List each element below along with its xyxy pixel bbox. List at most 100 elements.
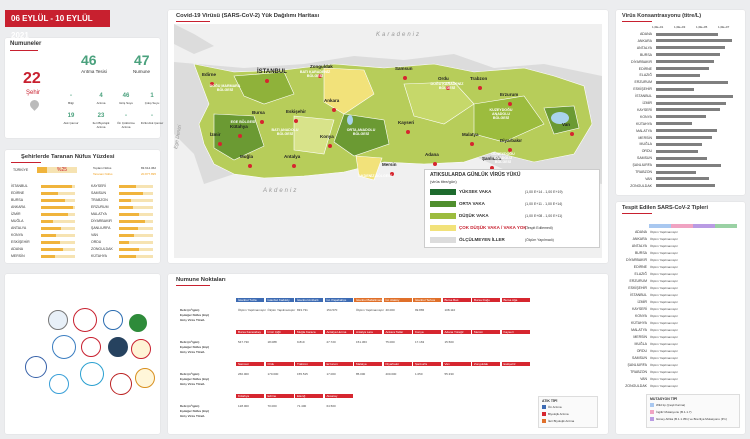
waste-type-legend: ATIK TİPİ Ön Arıtma Biyolojik Arıtma İleri…	[538, 396, 598, 428]
sample-point-header: Adana Yüreğir	[442, 330, 471, 334]
pop-bar-bg	[119, 199, 153, 202]
stat-label: Atık Çamur	[63, 121, 79, 125]
sample-value: Ölçüm Yapılmamıştır	[267, 308, 296, 312]
sample-point-header: Muğla Karaca	[295, 330, 323, 334]
type-cell: Ölçüm Yapılmamıştır	[650, 370, 678, 374]
legend-swatch	[430, 213, 456, 219]
mutation-label: İngiliz Mutasyonu (B.1.1.7)	[656, 410, 692, 414]
city-label: Bursa	[252, 110, 265, 115]
samples-title: Numune Noktaları	[176, 277, 226, 283]
conc-city-label: ANKARA	[637, 38, 652, 43]
pop-city-label: ERZURUM	[91, 205, 109, 209]
city-marker	[570, 132, 574, 136]
city-marker	[248, 164, 252, 168]
type-city-label: MERSİN	[633, 335, 647, 339]
type-city-label: MUĞLA	[634, 342, 647, 346]
sample-point-header: İst. Paşabahçe	[324, 298, 353, 302]
sample-row-label: Giriş Virüs Titre/L	[180, 414, 206, 418]
type-cell: Ölçüm Yapılmamıştır	[650, 349, 678, 353]
mutation-legend-title: MUTASYON TİPİ	[650, 397, 678, 401]
city-marker	[470, 142, 474, 146]
sample-point-header: Şanlıurfa	[413, 362, 441, 366]
stat-label: Çıkış Suyu	[144, 101, 160, 105]
waste-legend-title: ATIK TİPİ	[542, 399, 558, 403]
legend-label: ÇOK DÜŞÜK VAKA / VAKA YOK	[459, 225, 527, 230]
conc-city-label: ELAZIĞ	[639, 73, 652, 78]
conc-city-label: KAYSERİ	[637, 107, 652, 112]
pop-city-label: ZONGULDAK	[91, 247, 113, 251]
plants-count: 46	[81, 52, 97, 68]
conc-bar	[656, 108, 720, 112]
conc-bar	[656, 163, 721, 167]
type-city-label: ORDU	[636, 349, 647, 353]
type-cell: Ölçüm Yapılmamıştır	[650, 384, 678, 388]
hacettepe-logo	[110, 373, 132, 395]
sample-value: 99.865	[415, 308, 425, 312]
types-header	[649, 224, 737, 228]
region-label: BATI KARADENİZ BÖLGESİ	[299, 70, 331, 78]
pop-bar	[41, 241, 60, 244]
stats-card: Numuneler 22 Şehir 46 Arıtma Tesisi 47 N…	[5, 38, 163, 138]
samples-count: 47	[134, 52, 150, 68]
type-city-label: ZONGULDAK	[625, 384, 647, 388]
conc-bar	[656, 156, 708, 160]
conc-city-label: KÜTAHYA	[635, 121, 652, 126]
pop-bar-bg	[41, 234, 75, 237]
plants-label: Arıtma Tesisi	[81, 69, 107, 74]
sample-point-header: Ankara Tatlar	[383, 330, 412, 334]
type-cell: Ölçüm Yapılmamıştır	[650, 258, 678, 262]
conc-bar	[656, 184, 716, 188]
waste-swatch	[542, 405, 546, 409]
pop-bar	[119, 213, 140, 216]
region-label: GÜNEYDOĞU ANADOLU BÖLGESİ	[491, 152, 515, 164]
city-label: Şanlıurfa	[482, 156, 502, 161]
stat-value: -	[70, 93, 72, 99]
type-city-label: ANKARA	[632, 237, 647, 241]
sample-point-header: İstanbul Baltalimanı	[354, 298, 382, 302]
sea-black-label: Karadeniz	[376, 32, 422, 38]
city-label: Trabzon	[470, 76, 488, 81]
pop-city-label: MERSİN	[11, 254, 25, 258]
legend-swatch	[430, 225, 456, 231]
sample-point-header: Trabzon	[295, 362, 323, 366]
axis-tick: 1,0E+07	[718, 25, 730, 29]
map-card: Covid-19 Virüsü (SARS-CoV-2) Yük Dağılım…	[168, 10, 608, 263]
legend-range: (Ölçüm Yapılmadı)	[525, 237, 554, 242]
sample-row-label: Giriş Virüs Titre/L	[180, 350, 206, 354]
conc-city-label: ZONGULDAK	[630, 183, 652, 188]
sample-value: 547.730	[238, 340, 249, 344]
city-label: Mersin	[382, 162, 397, 167]
pop-bar	[119, 199, 131, 202]
legend-range: (Tespit Edilemedi)	[525, 225, 553, 230]
conc-bar	[656, 170, 696, 174]
cevre-logo	[108, 337, 128, 357]
city-label: Şehir	[26, 90, 41, 96]
conc-bar	[656, 115, 706, 119]
pop-bar-bg	[41, 255, 75, 258]
legend-swatch	[430, 237, 456, 243]
ministry-logo	[73, 308, 97, 332]
type-city-label: ANTALYA	[631, 244, 647, 248]
types-card: Tespit Edilen SARS-CoV-2 Tipleri ADANA Öl…	[616, 202, 745, 434]
mutation-legend: MUTASYON TİPİ Wild tip (Çeşit Karma) İngi…	[646, 394, 740, 428]
sample-point-header: Antalya Lara	[354, 330, 382, 334]
stat-value: 46	[122, 93, 130, 99]
city-marker	[265, 79, 269, 83]
city-label: Muğla	[240, 154, 253, 159]
conc-city-label: TRABZON	[635, 170, 652, 174]
city-marker	[318, 74, 322, 78]
suen-logo	[80, 362, 104, 386]
city-label: Malatya	[462, 132, 479, 137]
conc-bar	[656, 60, 714, 64]
pop-bar	[119, 234, 135, 237]
pop-city-label: KAYSERİ	[91, 184, 106, 188]
stat-label: Arıtma	[96, 101, 106, 105]
sample-value: 9.819	[297, 340, 305, 344]
pop-city-label: KÜTAHYA	[91, 254, 108, 258]
sample-value: 1.050	[415, 372, 423, 376]
conc-bar	[656, 32, 719, 36]
legend-range: (1,00 E+11 - 1,00 E+14)	[525, 201, 563, 206]
pop-bar	[119, 206, 133, 209]
city-marker	[433, 162, 437, 166]
type-cell: Ölçüm Yapılmamıştır	[650, 286, 678, 290]
